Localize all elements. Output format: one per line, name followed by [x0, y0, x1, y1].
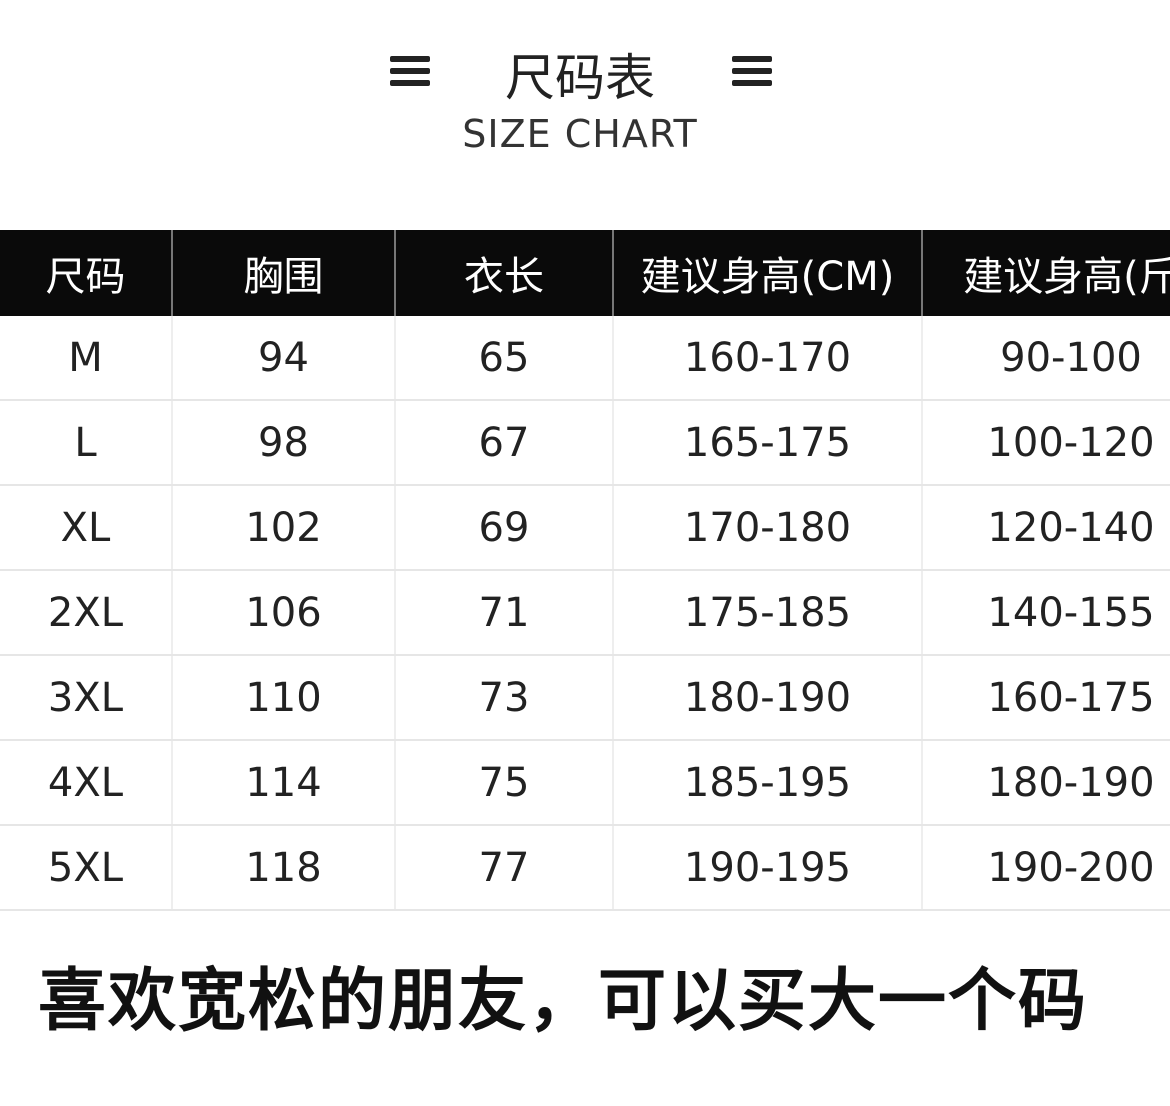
table-cell: 118	[172, 825, 396, 911]
table-cell: 5XL	[0, 825, 173, 911]
table-cell: 185-195	[613, 740, 923, 826]
subtitle: SIZE CHART	[462, 112, 698, 156]
column-header: 建议身高(斤	[922, 230, 1170, 316]
column-header: 尺码	[0, 230, 173, 316]
table-cell: 67	[395, 400, 614, 486]
table-cell: 160-170	[613, 316, 923, 401]
table-cell: 120-140	[922, 485, 1170, 571]
table-body: M 94 65 160-170 90-100 L 98 67 165-175 100-120 XL 1…	[0, 316, 1170, 911]
table-cell: 98	[172, 400, 396, 486]
table-cell: 4XL	[0, 740, 173, 826]
table-cell: 180-190	[613, 655, 923, 741]
table-cell: 65	[395, 316, 614, 401]
table-cell: 160-175	[922, 655, 1170, 741]
table-cell: 180-190	[922, 740, 1170, 826]
title: 尺码表	[505, 49, 655, 107]
table-cell: 175-185	[613, 570, 923, 656]
table-cell: 190-195	[613, 825, 923, 911]
title-decoration	[390, 56, 430, 86]
table-row: 4XL 114 75 185-195 180-190	[0, 740, 1170, 826]
table-row: 2XL 106 71 175-185 140-155	[0, 570, 1170, 656]
table-cell: 69	[395, 485, 614, 571]
table-cell: 110	[172, 655, 396, 741]
table-cell: XL	[0, 485, 173, 571]
column-header: 建议身高(CM)	[613, 230, 923, 316]
table-row: 3XL 110 73 180-190 160-175	[0, 655, 1170, 741]
table-cell: 75	[395, 740, 614, 826]
table-cell: M	[0, 316, 173, 401]
table-row: 5XL 118 77 190-195 190-200	[0, 825, 1170, 911]
table-cell: 114	[172, 740, 396, 826]
table-cell: 2XL	[0, 570, 173, 656]
table-cell: 165-175	[613, 400, 923, 486]
table-cell: 100-120	[922, 400, 1170, 486]
title-decoration	[732, 56, 772, 86]
table-cell: 102	[172, 485, 396, 571]
table-cell: 90-100	[922, 316, 1170, 401]
footer-note: 喜欢宽松的朋友，可以买大一个码	[38, 962, 1089, 1041]
table-cell: 140-155	[922, 570, 1170, 656]
table-cell: 77	[395, 825, 614, 911]
table-cell: L	[0, 400, 173, 486]
column-header: 衣长	[395, 230, 614, 316]
table-cell: 73	[395, 655, 614, 741]
column-header: 胸围	[172, 230, 396, 316]
size-table: 尺码 胸围 衣长 建议身高(CM) 建议身高(斤 M 94 65 160-170 90-100 L…	[0, 230, 1170, 911]
table-row: M 94 65 160-170 90-100	[0, 316, 1170, 401]
table-row: XL 102 69 170-180 120-140	[0, 485, 1170, 571]
table-cell: 3XL	[0, 655, 173, 741]
table-cell: 71	[395, 570, 614, 656]
table-cell: 106	[172, 570, 396, 656]
header-row: 尺码 胸围 衣长 建议身高(CM) 建议身高(斤	[0, 230, 1170, 316]
table-cell: 170-180	[613, 485, 923, 571]
table-row: L 98 67 165-175 100-120	[0, 400, 1170, 486]
table-cell: 190-200	[922, 825, 1170, 911]
table-cell: 94	[172, 316, 396, 401]
